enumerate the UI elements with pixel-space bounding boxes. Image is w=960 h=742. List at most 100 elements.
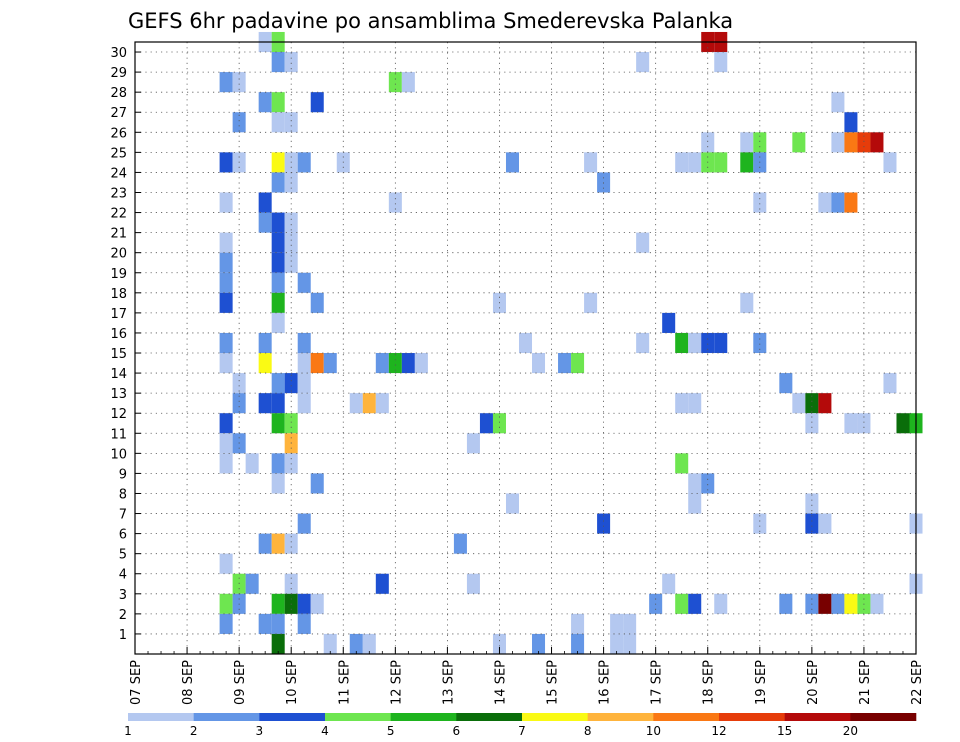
y-tick-label: 4 [119,568,127,583]
heatmap-cell [271,272,285,293]
heatmap-cell [271,613,285,634]
heatmap-cell [623,613,637,634]
heatmap-cell [558,353,572,374]
heatmap-cell [219,292,233,313]
y-tick-label: 17 [110,307,127,322]
heatmap-cell [688,393,702,414]
y-tick-label: 7 [119,508,127,523]
heatmap-cell [571,613,585,634]
heatmap-cell [219,332,233,354]
heatmap-cell [232,112,246,133]
colorbar-swatch [456,713,523,721]
heatmap-cell [688,152,702,173]
y-tick-label: 9 [119,467,127,482]
heatmap-cell [675,332,689,354]
heatmap-cell [258,353,272,374]
heatmap-cell [323,353,337,374]
heatmap-cell [818,393,832,414]
heatmap-cell [675,393,689,414]
heatmap-cell [310,353,324,374]
heatmap-cell [857,413,871,434]
heatmap-cell [297,152,311,173]
heatmap-cell [805,493,819,514]
heatmap-cell [232,72,246,93]
heatmap-cell [310,473,324,494]
y-tick-label: 15 [110,347,127,362]
heatmap-cell [271,473,285,494]
colorbar-label: 12 [711,724,726,738]
heatmap-cell [284,212,298,233]
y-tick-label: 24 [110,166,127,181]
y-tick-label: 12 [110,407,127,422]
x-tick-label: 20 SEP [806,660,821,705]
heatmap-cell [349,633,363,654]
heatmap-cell [688,593,702,614]
x-tick-label: 12 SEP [389,660,404,705]
heatmap-cell [219,192,233,213]
heatmap-cell [271,373,285,394]
heatmap-cell [466,433,480,454]
colorbar-label: 3 [256,724,264,738]
heatmap-cell [831,92,845,113]
heatmap-cell [245,573,259,594]
heatmap-cell [740,152,754,173]
heatmap-cell [284,252,298,273]
heatmap-cell [271,112,285,133]
x-tick-label: 08 SEP [181,660,196,705]
heatmap-cell [362,633,376,654]
colorbar-label: 1 [124,724,132,738]
colorbar-swatch [850,713,917,721]
heatmap-cell [675,152,689,173]
heatmap-cell [271,533,285,554]
heatmap-cell [818,513,832,534]
heatmap-cell [466,573,480,594]
heatmap-cell [388,72,402,93]
heatmap-cell [310,292,324,313]
heatmap-cell [584,152,598,173]
heatmap-cell [779,593,793,614]
y-tick-label: 10 [110,447,127,462]
heatmap-cell [818,192,832,213]
y-tick-label: 28 [110,86,127,101]
colorbar-swatch [784,713,851,721]
colorbar-label: 5 [387,724,395,738]
heatmap-cell [271,92,285,113]
heatmap-cell [844,192,858,213]
y-tick-label: 21 [110,227,127,242]
heatmap-cell [753,192,767,213]
colorbar-swatch [128,713,194,721]
y-tick-label: 1 [119,628,127,643]
heatmap-cell [271,212,285,233]
heatmap-cell [271,633,285,654]
heatmap-cell [271,232,285,253]
heatmap-cell [388,353,402,374]
x-tick-label: 13 SEP [441,660,456,705]
heatmap-cell [258,393,272,414]
heatmap-cell [271,453,285,474]
heatmap-cell [844,413,858,434]
heatmap-cell [505,152,519,173]
heatmap-cell [297,393,311,414]
heatmap-cell [844,132,858,153]
heatmap-cell [271,312,285,333]
x-tick-label: 19 SEP [754,660,769,705]
heatmap-cell [675,593,689,614]
heatmap-cell [610,613,624,634]
heatmap-cell [284,112,298,133]
heatmap-cell [584,292,598,313]
heatmap-cell [492,633,506,654]
grid-lines [135,42,916,654]
colorbar-label: 10 [646,724,661,738]
heatmap-cell [271,393,285,414]
heatmap-cell [297,373,311,394]
heatmap-cell [636,332,650,354]
heatmap-cell [219,353,233,374]
heatmap-cell [623,633,637,654]
heatmap-cell [753,513,767,534]
heatmap-cell [297,593,311,614]
heatmap-cell [636,232,650,253]
heatmap-cell [805,413,819,434]
colorbar-label: 15 [777,724,792,738]
y-tick-label: 2 [119,608,127,623]
y-tick-label: 23 [110,186,127,201]
